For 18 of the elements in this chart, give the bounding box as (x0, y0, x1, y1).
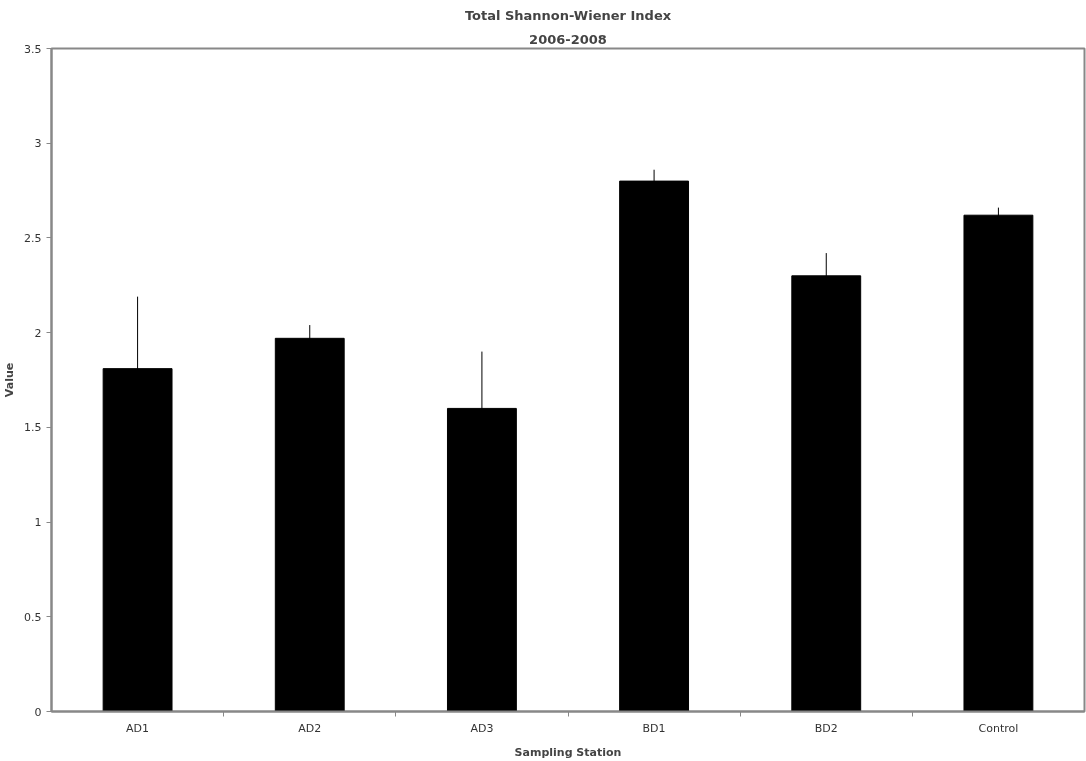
y-tick-label: 1 (34, 516, 42, 530)
x-tick-label: BD1 (642, 721, 666, 735)
y-tick-label: 3 (34, 137, 42, 151)
y-tick-label: 2 (34, 326, 42, 340)
x-tick-label: AD1 (126, 721, 150, 735)
x-tick-label: AD3 (470, 721, 494, 735)
chart-title: Total Shannon-Wiener Index (464, 7, 672, 23)
x-tick-label: Control (978, 721, 1019, 735)
x-tick-label: AD2 (298, 721, 322, 735)
y-axis-title: Value (3, 362, 17, 398)
x-axis-title: Sampling Station (514, 745, 622, 759)
y-tick-label: 0 (34, 705, 42, 719)
y-tick-label: 0.5 (24, 610, 42, 624)
x-tick-label: BD2 (814, 721, 838, 735)
chart-subtitle: 2006-2008 (529, 31, 607, 47)
y-tick-label: 2.5 (24, 231, 42, 245)
y-tick-label: 3.5 (24, 42, 42, 56)
y-tick-label: 1.5 (24, 421, 42, 435)
